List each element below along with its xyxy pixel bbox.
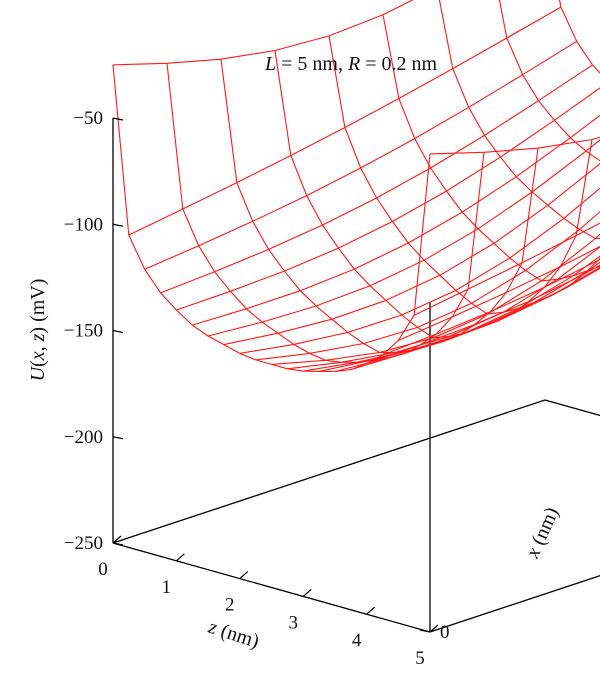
z-tick — [429, 624, 439, 633]
surface-mesh — [112, 0, 600, 373]
x-axis-line — [429, 575, 600, 633]
z-tick — [239, 571, 249, 580]
z-tick-label: 5 — [415, 648, 425, 669]
surface-line-z-18 — [398, 245, 600, 342]
x-tick-labels: 00.10.2 — [440, 622, 450, 643]
surface-line-x-8 — [559, 0, 600, 74]
z-tick-label: 4 — [352, 630, 362, 651]
x-axis-title: x (nm) — [521, 504, 563, 562]
surface-line-z-1 — [128, 6, 562, 236]
annotation-text: L = 5 nm, R = 0.2 nm — [264, 53, 437, 75]
z-axis-title: z (nm) — [205, 616, 262, 653]
surface-line-z-0 — [112, 0, 414, 66]
surface-line-z-15 — [350, 267, 600, 371]
z-tick-label: 3 — [288, 612, 298, 633]
x-tick-label: 0 — [440, 622, 450, 643]
z-tick — [302, 588, 312, 597]
surface-line-x-7 — [498, 0, 600, 162]
surface-line-x-4 — [328, 35, 600, 315]
surface-line-z-17 — [382, 258, 600, 356]
surface-line-x-1 — [166, 63, 485, 363]
surface-line-z-13 — [318, 261, 600, 372]
floor-back-edge — [544, 399, 600, 417]
surface-line-z-9 — [255, 210, 600, 361]
z-tick-label: 2 — [225, 595, 235, 616]
z-axis-line — [112, 542, 431, 633]
surface-line-z-16 — [366, 264, 600, 365]
u-tick — [112, 542, 124, 546]
surface-line-z-20 — [429, 136, 600, 155]
u-axis-title: U(x, z) (mV) — [27, 279, 49, 382]
surface-line-z-8 — [239, 187, 600, 354]
u-tick-labels: −50 −100 −150 −200 −250 — [64, 108, 103, 554]
u-tick-label: −150 — [64, 321, 103, 342]
surface-line-z-19 — [413, 222, 600, 316]
x-tick — [419, 629, 431, 633]
surface-line-x-2 — [220, 59, 539, 354]
surface-line-z-6 — [207, 139, 600, 337]
surface-line-z-4 — [176, 87, 600, 311]
surface-line-z-11 — [287, 246, 600, 370]
u-tick-label: −100 — [64, 214, 103, 235]
surface-line-z-5 — [192, 114, 600, 326]
z-tick — [366, 606, 375, 615]
tick-marks — [112, 117, 439, 633]
z-tick-labels: 0 1 2 3 4 5 — [98, 559, 425, 669]
surface-line-z-2 — [144, 40, 577, 270]
surface-line-x-0 — [112, 64, 431, 373]
u-tick — [112, 436, 124, 440]
surface-line-z-12 — [303, 255, 600, 372]
surface-line-z-7 — [223, 163, 600, 346]
u-tick — [112, 329, 124, 334]
u-tick-label: −250 — [64, 533, 103, 554]
z-tick — [176, 553, 185, 562]
z-tick — [112, 535, 122, 544]
z-tick-label: 0 — [98, 559, 108, 580]
u-tick-label: −50 — [73, 108, 103, 129]
floor-left-edge — [112, 399, 546, 544]
u-tick-label: −200 — [64, 427, 103, 448]
surface-line-z-10 — [271, 233, 600, 365]
z-tick-label: 1 — [162, 577, 172, 598]
surface-line-x-3 — [274, 50, 593, 339]
surface-line-x-6 — [438, 0, 600, 240]
u-tick — [112, 223, 124, 227]
surface-line-z-3 — [160, 64, 593, 294]
u-tick — [112, 117, 124, 121]
